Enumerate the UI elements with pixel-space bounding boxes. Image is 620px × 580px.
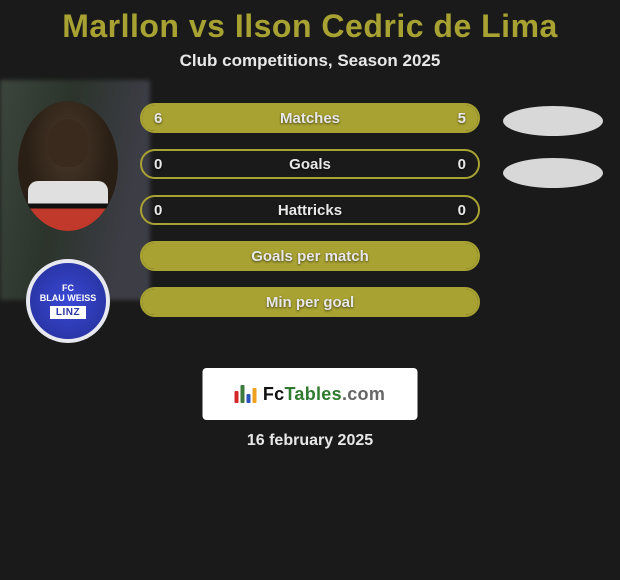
stat-label: Matches xyxy=(280,110,340,127)
player-left-avatar xyxy=(18,101,118,231)
comparison-card: Marllon vs Ilson Cedric de Lima Club com… xyxy=(0,0,620,580)
stat-value-right: 0 xyxy=(458,156,466,173)
logo-text: FcTables.com xyxy=(263,384,385,405)
stat-row: 6 5 Matches xyxy=(140,103,480,133)
stat-row: Min per goal xyxy=(140,287,480,317)
stat-bars: 6 5 Matches 0 0 Goals 0 0 Hattricks Goals per mat… xyxy=(140,103,480,333)
date-label: 16 february 2025 xyxy=(0,432,620,450)
logo-tables: Tables xyxy=(284,384,342,404)
page-title: Marllon vs Ilson Cedric de Lima xyxy=(0,0,620,45)
content-region: FC BLAU WEISS LINZ 6 5 Matches 0 0 Goals 0 0 Hat… xyxy=(0,101,620,351)
logo-fc: Fc xyxy=(263,384,285,404)
stat-value-left: 6 xyxy=(154,110,162,127)
player-left-club-badge: FC BLAU WEISS LINZ xyxy=(26,259,110,343)
logo-com: .com xyxy=(342,384,385,404)
stat-value-right: 0 xyxy=(458,202,466,219)
fctables-logo: FcTables.com xyxy=(203,368,418,420)
player-left-column: FC BLAU WEISS LINZ xyxy=(8,101,128,343)
badge-line2: BLAU WEISS xyxy=(40,293,97,303)
stat-fill-right xyxy=(327,105,478,131)
stat-label: Hattricks xyxy=(278,202,342,219)
player-right-column xyxy=(498,106,608,210)
stat-value-left: 0 xyxy=(154,202,162,219)
badge-line1: FC xyxy=(62,283,74,293)
subtitle: Club competitions, Season 2025 xyxy=(0,51,620,71)
stat-row: 0 0 Goals xyxy=(140,149,480,179)
badge-box: LINZ xyxy=(50,306,86,319)
stat-row: 0 0 Hattricks xyxy=(140,195,480,225)
stat-row: Goals per match xyxy=(140,241,480,271)
stat-label: Goals per match xyxy=(251,248,369,265)
player-right-avatar-placeholder xyxy=(503,106,603,136)
stat-value-right: 5 xyxy=(458,110,466,127)
stat-label: Goals xyxy=(289,156,331,173)
player-right-club-placeholder xyxy=(503,158,603,188)
logo-bars-icon xyxy=(235,385,257,403)
stat-value-left: 0 xyxy=(154,156,162,173)
stat-label: Min per goal xyxy=(266,294,354,311)
